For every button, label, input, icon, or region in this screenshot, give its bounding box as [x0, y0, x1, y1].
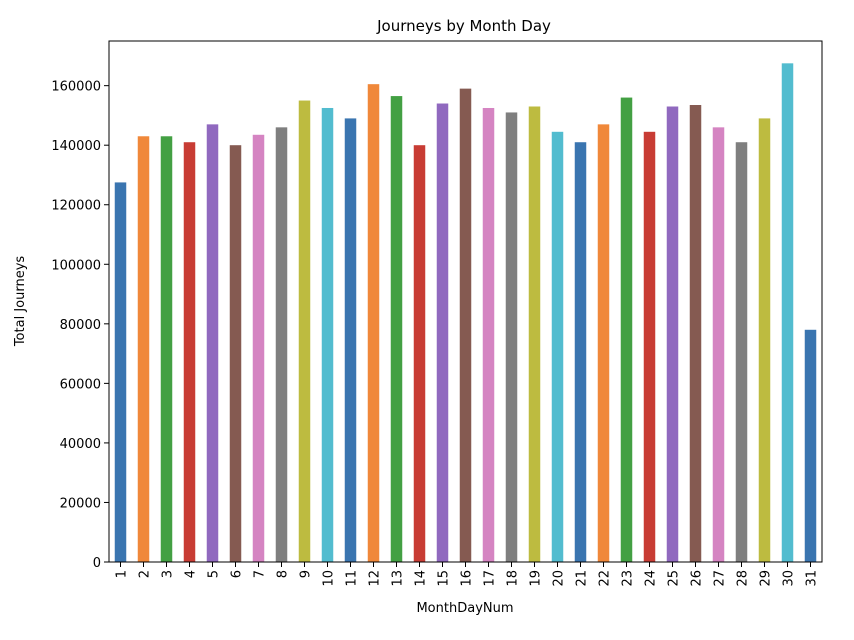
x-tick-label: 18 — [506, 570, 521, 587]
bar-day-21 — [574, 142, 587, 563]
bar-day-26 — [689, 105, 702, 562]
bar-day-29 — [758, 118, 771, 563]
x-tick-label: 30 — [782, 570, 797, 587]
x-tick-label: 25 — [667, 570, 682, 587]
x-tick-label: 5 — [207, 570, 222, 578]
x-tick-label: 12 — [368, 570, 383, 587]
x-tick-label: 23 — [621, 570, 636, 587]
x-tick-label: 24 — [644, 570, 659, 587]
bar-day-3 — [160, 136, 173, 563]
x-tick-label: 7 — [253, 570, 268, 578]
y-tick-label: 40000 — [60, 437, 101, 452]
bar-day-25 — [666, 106, 679, 563]
x-tick-label: 14 — [414, 570, 429, 587]
x-tick-label: 8 — [276, 570, 291, 578]
chart-title: Journeys by Month Day — [376, 17, 551, 35]
bar-day-12 — [367, 84, 380, 562]
x-axis-ticks: 1 2 3 4 5 6 7 8 9 10 11 12 13 14 15 16 17 18 19 20 21 22 23 24 2… — [115, 562, 820, 587]
bar-day-4 — [183, 142, 196, 563]
x-tick-label: 9 — [299, 570, 314, 578]
bar-day-17 — [482, 107, 495, 562]
bar-day-24 — [643, 131, 656, 562]
x-tick-label: 29 — [759, 570, 774, 587]
bar-day-2 — [137, 136, 150, 563]
bar-day-1 — [114, 182, 127, 562]
bar-day-9 — [298, 100, 311, 563]
bar-day-20 — [551, 131, 564, 562]
x-tick-label: 3 — [161, 570, 176, 578]
bar-day-30 — [781, 63, 794, 562]
x-axis-label: MonthDayNum — [416, 601, 513, 616]
plot-frame — [108, 40, 823, 563]
x-tick-label: 6 — [230, 570, 245, 578]
bar-day-11 — [344, 118, 357, 563]
x-tick-label: 16 — [460, 570, 475, 587]
bar-day-6 — [229, 145, 242, 562]
bar-day-23 — [620, 97, 633, 563]
x-tick-label: 4 — [184, 570, 199, 578]
bar-day-15 — [436, 103, 449, 563]
x-tick-label: 10 — [322, 570, 337, 587]
bar-day-19 — [528, 106, 541, 563]
x-tick-label: 2 — [138, 570, 153, 578]
bar-day-22 — [597, 124, 610, 563]
bar-day-18 — [505, 112, 518, 563]
bar-day-16 — [459, 88, 472, 563]
x-tick-label: 27 — [713, 570, 728, 587]
y-tick-label: 120000 — [51, 199, 101, 214]
y-tick-label: 80000 — [60, 318, 101, 333]
x-tick-label: 31 — [805, 570, 820, 587]
x-tick-label: 17 — [483, 570, 498, 587]
x-tick-label: 28 — [736, 570, 751, 587]
bar-day-5 — [206, 124, 219, 563]
x-tick-label: 22 — [598, 570, 613, 587]
y-tick-label: 0 — [93, 556, 101, 571]
bar-day-27 — [712, 127, 725, 562]
bar-day-14 — [413, 145, 426, 562]
bar-day-28 — [735, 142, 748, 563]
y-tick-label: 60000 — [60, 377, 101, 392]
x-tick-label: 15 — [437, 570, 452, 587]
x-tick-label: 19 — [529, 570, 544, 587]
x-tick-label: 11 — [345, 570, 360, 587]
y-axis-label: Total Journeys — [13, 256, 28, 348]
bar-day-13 — [390, 96, 403, 562]
x-tick-label: 26 — [690, 570, 705, 587]
bar-day-10 — [321, 107, 334, 562]
bar-day-8 — [275, 127, 288, 562]
y-tick-label: 140000 — [51, 139, 101, 154]
x-tick-label: 1 — [115, 570, 130, 578]
y-axis-ticks: 0 20000 40000 60000 80000 100000 120000 140000 1… — [51, 80, 109, 571]
x-tick-label: 13 — [391, 570, 406, 587]
x-tick-label: 20 — [552, 570, 567, 587]
bar-day-31 — [804, 329, 817, 562]
y-tick-label: 20000 — [60, 496, 101, 511]
y-tick-label: 160000 — [51, 80, 101, 95]
y-tick-label: 100000 — [51, 258, 101, 273]
bar-day-7 — [252, 134, 265, 562]
x-tick-label: 21 — [575, 570, 590, 587]
bars-group — [114, 63, 817, 563]
